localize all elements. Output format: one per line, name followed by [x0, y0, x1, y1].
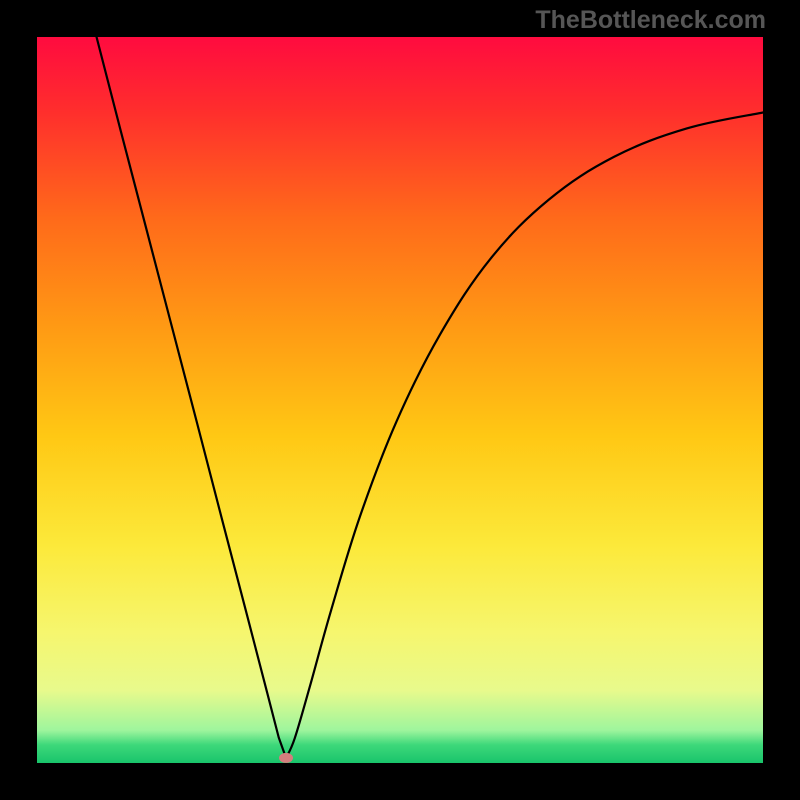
plot-area: [37, 37, 763, 763]
chart-container: TheBottleneck.com: [0, 0, 800, 800]
minimum-marker: [279, 753, 293, 763]
watermark-text: TheBottleneck.com: [535, 6, 766, 35]
chart-svg: [37, 37, 763, 763]
